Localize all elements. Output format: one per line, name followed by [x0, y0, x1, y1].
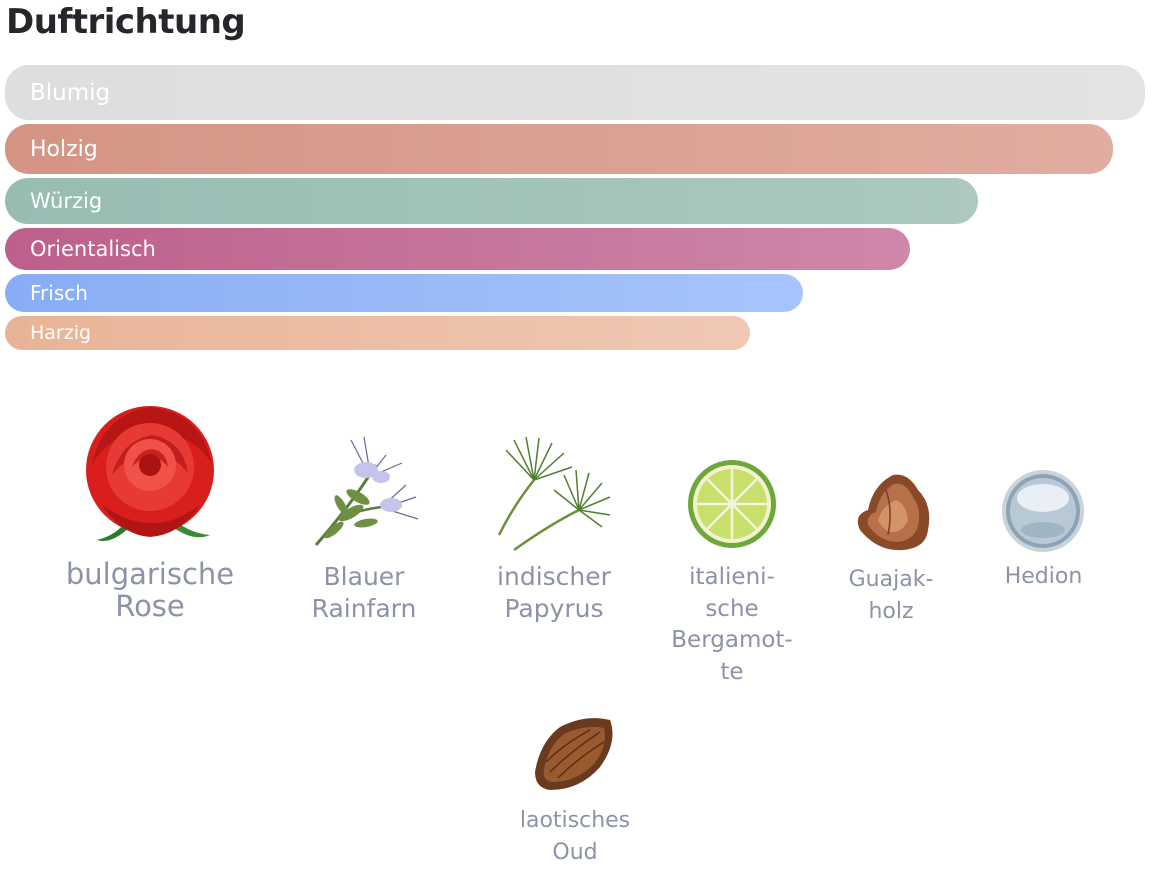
bergamot-icon [688, 460, 776, 548]
scent-bar-label: Holzig [30, 136, 98, 162]
scent-bar-frisch: Frisch [5, 274, 803, 312]
tansy-flower-icon [314, 436, 419, 546]
section-title: Duftrichtung [6, 2, 246, 42]
note-label: Hedion [1004, 564, 1083, 589]
note-label: Blauer Rainfarn [311, 562, 417, 623]
note-item-guajakholz[interactable]: Guajak- holz [836, 470, 946, 630]
oud-wood-icon [535, 718, 613, 790]
hedion-icon [1002, 470, 1084, 552]
note-item-blauer-rainfarn[interactable]: Blauer Rainfarn [290, 435, 438, 635]
scent-bar-label: Würzig [30, 189, 103, 213]
scent-bar-orientalisch: Orientalisch [5, 228, 910, 270]
scent-bar-label: Blumig [30, 79, 111, 106]
scent-bar-blumig: Blumig [5, 65, 1145, 120]
scent-bar-label: Orientalisch [30, 237, 156, 261]
note-item-indischer-papyrus[interactable]: indischer Papyrus [478, 435, 630, 635]
papyrus-icon [497, 436, 611, 552]
note-label: indischer Papyrus [497, 562, 611, 623]
note-label: Guajak- holz [848, 567, 934, 624]
note-label: italieni- sche Bergamot- te [671, 564, 793, 686]
scent-bar-holzig: Holzig [5, 124, 1113, 174]
note-item-hedion[interactable]: Hedion [986, 468, 1101, 598]
scent-bar-label: Harzig [30, 322, 92, 344]
note-item-laotisches-oud[interactable]: laotisches Oud [505, 712, 645, 872]
scent-bar-wurzig: Würzig [5, 178, 978, 224]
guaiac-wood-icon [857, 474, 930, 551]
scent-bar-harzig: Harzig [5, 316, 750, 350]
rose-icon [86, 406, 214, 541]
scent-bar-label: Frisch [30, 281, 88, 305]
note-label: laotisches Oud [519, 808, 631, 865]
note-item-rose[interactable]: bulgarische Rose [55, 395, 245, 635]
note-item-italienische-bergamotte[interactable]: italieni- sche Bergamot- te [662, 458, 802, 693]
note-label: bulgarische Rose [65, 557, 235, 624]
